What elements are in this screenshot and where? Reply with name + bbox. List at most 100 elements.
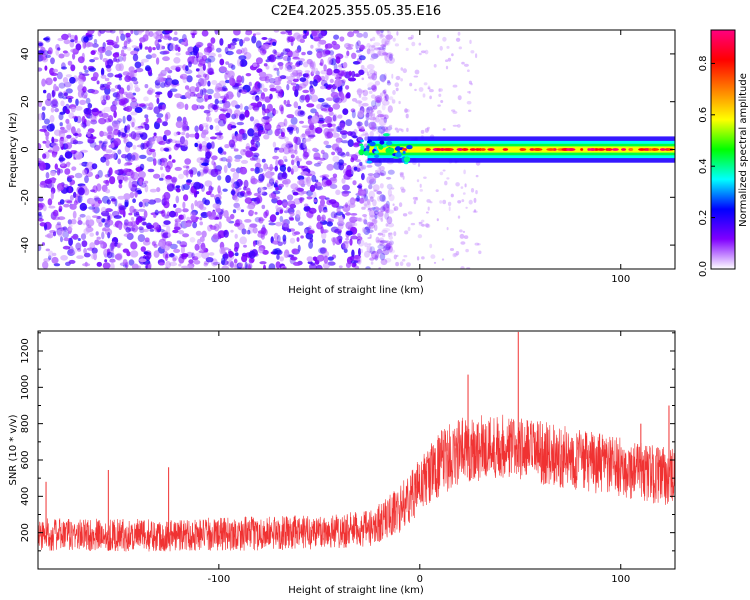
noise-blob — [346, 50, 350, 57]
noise-blob — [357, 256, 362, 265]
noise-blob — [282, 266, 286, 269]
noise-blob — [204, 98, 208, 102]
noise-blob — [229, 263, 236, 268]
noise-blob — [114, 143, 119, 148]
noise-blob — [169, 261, 178, 267]
signal-peak — [502, 148, 509, 151]
noise-blob — [356, 88, 363, 96]
noise-blob — [48, 47, 53, 55]
noise-blob — [361, 173, 365, 181]
noise-blob — [274, 147, 280, 151]
noise-blob — [248, 104, 253, 111]
snr-frame — [37, 330, 676, 570]
noise-blob — [382, 90, 387, 94]
noise-blob — [143, 96, 149, 102]
noise-blob — [175, 66, 181, 72]
noise-blob — [62, 50, 68, 54]
noise-blob — [224, 144, 230, 149]
noise-speck — [368, 90, 373, 95]
noise-blob — [59, 142, 63, 147]
noise-blob — [81, 73, 90, 76]
noise-blob — [53, 209, 59, 217]
noise-blob — [229, 213, 235, 220]
noise-speck — [429, 201, 433, 204]
noise-blob — [77, 133, 82, 137]
noise-blob — [70, 64, 76, 72]
noise-blob — [184, 158, 192, 165]
noise-blob — [338, 265, 343, 269]
noise-speck — [421, 219, 425, 223]
noise-blob — [50, 107, 55, 113]
noise-blob — [139, 44, 143, 50]
noise-blob — [87, 131, 91, 138]
noise-blob — [260, 92, 266, 100]
noise-blob — [313, 199, 317, 203]
noise-blob — [236, 90, 241, 98]
noise-blob — [181, 184, 185, 191]
noise-blob — [275, 211, 280, 216]
snr-x-ticks: -100 0 100 — [208, 331, 630, 585]
noise-blob — [373, 42, 381, 47]
noise-blob — [164, 197, 170, 205]
noise-speck — [394, 82, 400, 87]
noise-blob — [98, 140, 103, 144]
noise-blob — [97, 199, 102, 204]
noise-blob — [286, 114, 295, 119]
noise-blob — [129, 205, 135, 214]
noise-blob — [370, 48, 375, 57]
noise-blob — [86, 120, 91, 127]
noise-blob — [38, 160, 41, 164]
noise-speck — [373, 189, 378, 192]
noise-blob — [282, 146, 291, 155]
noise-blob — [45, 248, 50, 252]
noise-blob — [385, 200, 390, 209]
noise-speck — [452, 124, 458, 127]
noise-blob — [135, 131, 144, 136]
noise-blob — [379, 240, 388, 244]
noise-speck — [423, 82, 428, 86]
noise-blob — [90, 119, 98, 125]
y-tick-label: 20 — [20, 95, 31, 108]
noise-blob — [226, 216, 232, 223]
noise-blob — [227, 72, 231, 79]
noise-blob — [153, 158, 157, 166]
noise-blob — [387, 188, 392, 197]
noise-blob — [368, 121, 377, 130]
noise-blob — [50, 191, 54, 200]
noise-blob — [91, 247, 98, 254]
noise-blob — [174, 140, 182, 144]
y-tick-label: -20 — [20, 189, 31, 205]
noise-speck — [468, 90, 471, 95]
noise-blob — [159, 50, 168, 55]
noise-blob — [82, 222, 86, 226]
noise-blob — [149, 228, 155, 232]
noise-speck — [463, 169, 466, 175]
noise-blob — [252, 33, 256, 37]
noise-speck — [407, 226, 411, 232]
noise-blob — [331, 151, 336, 156]
noise-speck — [371, 45, 376, 48]
noise-blob — [144, 46, 149, 50]
noise-blob — [185, 51, 190, 56]
noise-blob — [114, 170, 119, 174]
noise-blob — [187, 88, 191, 93]
noise-blob — [49, 114, 55, 123]
noise-blob — [188, 61, 192, 68]
noise-blob — [138, 171, 146, 179]
noise-speck — [457, 31, 461, 36]
x-tick-label: -100 — [208, 574, 231, 585]
noise-blob — [43, 89, 47, 94]
noise-blob — [244, 192, 248, 198]
noise-blob — [299, 197, 303, 204]
noise-blob — [209, 136, 217, 140]
noise-blob — [181, 265, 189, 269]
noise-blob — [291, 159, 295, 166]
noise-blob — [39, 182, 48, 188]
noise-blob — [140, 58, 149, 63]
noise-blob — [39, 222, 46, 227]
noise-blob — [367, 87, 372, 90]
noise-blob — [332, 155, 340, 163]
noise-blob — [51, 104, 58, 108]
noise-blob — [180, 41, 187, 46]
noise-blob — [63, 237, 70, 242]
